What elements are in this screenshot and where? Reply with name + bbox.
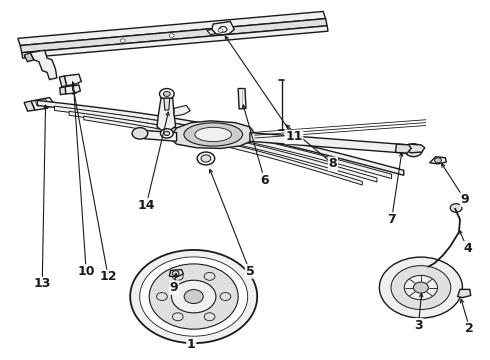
Polygon shape	[250, 133, 414, 154]
Text: 9: 9	[461, 193, 469, 206]
Text: 6: 6	[260, 174, 269, 186]
Circle shape	[424, 264, 434, 271]
Polygon shape	[22, 26, 328, 58]
Circle shape	[414, 282, 428, 293]
Circle shape	[169, 34, 174, 37]
Polygon shape	[157, 98, 175, 131]
Circle shape	[163, 91, 170, 96]
Text: 14: 14	[138, 199, 155, 212]
Circle shape	[218, 29, 223, 32]
Circle shape	[121, 39, 125, 42]
Text: 13: 13	[33, 278, 51, 291]
Circle shape	[405, 144, 422, 157]
Circle shape	[204, 313, 215, 321]
Text: 12: 12	[99, 270, 117, 283]
Polygon shape	[219, 130, 232, 144]
Polygon shape	[30, 50, 57, 80]
Polygon shape	[18, 12, 326, 45]
Circle shape	[164, 131, 170, 135]
Polygon shape	[69, 111, 377, 182]
Circle shape	[159, 89, 174, 99]
Circle shape	[172, 280, 216, 313]
Polygon shape	[35, 99, 49, 106]
Polygon shape	[140, 131, 176, 141]
Circle shape	[379, 257, 463, 318]
Circle shape	[204, 273, 215, 280]
Text: 4: 4	[463, 242, 472, 255]
Text: 3: 3	[414, 319, 423, 332]
Text: 7: 7	[387, 213, 396, 226]
Text: 8: 8	[329, 157, 337, 170]
Polygon shape	[60, 87, 66, 95]
Circle shape	[157, 293, 167, 301]
Polygon shape	[164, 98, 170, 110]
Circle shape	[172, 271, 179, 276]
Circle shape	[220, 293, 231, 301]
Polygon shape	[37, 100, 404, 175]
Circle shape	[197, 152, 215, 165]
Polygon shape	[31, 98, 53, 110]
Polygon shape	[59, 76, 67, 87]
Polygon shape	[65, 85, 80, 94]
Circle shape	[132, 128, 148, 139]
Text: 2: 2	[466, 322, 474, 335]
Polygon shape	[64, 74, 81, 86]
Circle shape	[149, 264, 238, 329]
Polygon shape	[406, 144, 425, 153]
Circle shape	[130, 250, 257, 343]
Circle shape	[201, 155, 211, 162]
Polygon shape	[238, 89, 246, 109]
Circle shape	[140, 257, 247, 336]
Polygon shape	[207, 30, 216, 35]
Circle shape	[160, 129, 173, 138]
Circle shape	[450, 204, 462, 212]
Polygon shape	[20, 19, 327, 53]
Text: 10: 10	[77, 265, 95, 278]
Ellipse shape	[184, 123, 243, 146]
Polygon shape	[84, 116, 362, 185]
Circle shape	[184, 289, 203, 303]
Circle shape	[435, 158, 441, 163]
Circle shape	[172, 273, 183, 280]
Text: 11: 11	[285, 130, 303, 144]
Polygon shape	[54, 106, 392, 179]
Text: 9: 9	[170, 281, 178, 294]
Polygon shape	[212, 22, 234, 35]
Polygon shape	[24, 101, 35, 111]
Text: 5: 5	[245, 265, 254, 278]
Text: 1: 1	[187, 338, 196, 351]
Polygon shape	[458, 289, 471, 298]
Polygon shape	[169, 270, 183, 277]
Polygon shape	[169, 121, 255, 148]
Polygon shape	[430, 157, 446, 164]
Polygon shape	[395, 144, 411, 153]
Polygon shape	[174, 105, 190, 116]
Circle shape	[172, 313, 183, 321]
Polygon shape	[24, 53, 34, 62]
Circle shape	[391, 266, 451, 310]
Circle shape	[404, 275, 438, 300]
Circle shape	[219, 27, 227, 32]
Ellipse shape	[195, 127, 232, 141]
